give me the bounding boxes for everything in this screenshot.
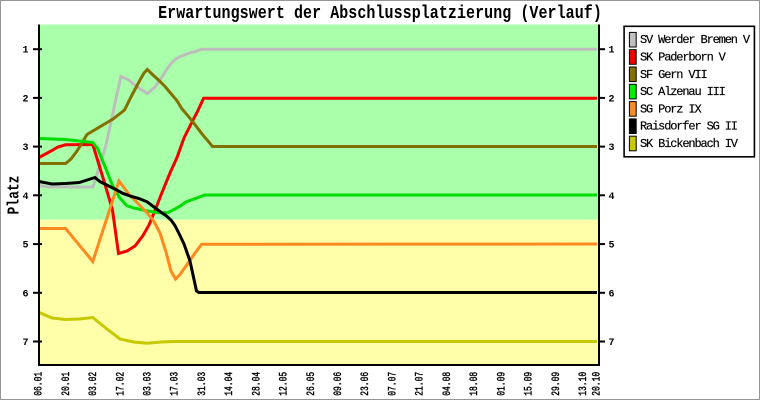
svg-text:7: 7 bbox=[609, 338, 615, 349]
svg-text:SK Bickenbach IV: SK Bickenbach IV bbox=[640, 137, 739, 151]
svg-text:20.10: 20.10 bbox=[590, 372, 603, 396]
svg-text:15.09: 15.09 bbox=[522, 372, 535, 396]
svg-text:Raisdorfer SG II: Raisdorfer SG II bbox=[640, 120, 737, 134]
svg-text:21.07: 21.07 bbox=[413, 372, 426, 396]
svg-text:14.04: 14.04 bbox=[223, 372, 236, 396]
svg-text:7: 7 bbox=[22, 338, 28, 349]
svg-text:07.07: 07.07 bbox=[386, 372, 399, 396]
svg-text:SV Werder Bremen V: SV Werder Bremen V bbox=[640, 33, 751, 47]
svg-text:1: 1 bbox=[22, 46, 28, 57]
svg-text:4: 4 bbox=[22, 192, 28, 203]
svg-text:6: 6 bbox=[22, 289, 28, 300]
svg-text:5: 5 bbox=[22, 241, 28, 252]
svg-text:09.06: 09.06 bbox=[332, 372, 345, 396]
svg-text:18.08: 18.08 bbox=[468, 372, 481, 396]
svg-text:17.02: 17.02 bbox=[114, 372, 127, 396]
svg-text:13.10: 13.10 bbox=[577, 372, 590, 396]
svg-text:2: 2 bbox=[609, 94, 615, 105]
svg-text:04.08: 04.08 bbox=[441, 372, 454, 396]
svg-text:26.05: 26.05 bbox=[305, 372, 318, 396]
svg-text:20.01: 20.01 bbox=[60, 372, 73, 396]
svg-text:2: 2 bbox=[22, 94, 28, 105]
svg-text:01.09: 01.09 bbox=[495, 372, 508, 396]
svg-text:1: 1 bbox=[609, 46, 615, 57]
svg-text:SG Porz IX: SG Porz IX bbox=[640, 102, 701, 116]
svg-text:Platz: Platz bbox=[4, 176, 24, 215]
svg-text:03.03: 03.03 bbox=[141, 372, 154, 396]
svg-text:03.02: 03.02 bbox=[87, 372, 100, 396]
svg-text:3: 3 bbox=[609, 143, 615, 154]
svg-text:17.03: 17.03 bbox=[168, 372, 181, 396]
svg-text:12.05: 12.05 bbox=[277, 372, 290, 396]
svg-text:31.03: 31.03 bbox=[196, 372, 209, 396]
svg-text:3: 3 bbox=[22, 143, 28, 154]
svg-text:4: 4 bbox=[609, 192, 615, 203]
svg-text:28.04: 28.04 bbox=[250, 372, 263, 396]
svg-text:29.09: 29.09 bbox=[550, 372, 563, 396]
svg-text:5: 5 bbox=[609, 241, 615, 252]
svg-text:SK Paderborn V: SK Paderborn V bbox=[640, 51, 727, 65]
svg-text:SF Gern VII: SF Gern VII bbox=[640, 68, 707, 82]
svg-text:6: 6 bbox=[609, 289, 615, 300]
svg-text:SC Alzenau III: SC Alzenau III bbox=[640, 85, 725, 99]
svg-text:Erwartungswert der Abschlusspl: Erwartungswert der Abschlussplatzierung … bbox=[158, 3, 602, 24]
svg-text:06.01: 06.01 bbox=[32, 372, 45, 396]
svg-text:23.06: 23.06 bbox=[359, 372, 372, 396]
